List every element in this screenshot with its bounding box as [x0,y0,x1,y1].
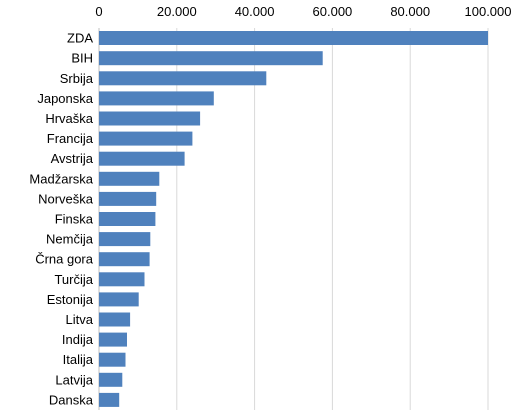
bar-hrvaška [99,111,201,126]
y-axis-category-labels: ZDA BIH Srbija Japonska Hrvaška Francija Avstr… [29,31,93,408]
category-label: Črna gora [35,252,94,267]
category-label: Turčija [54,272,93,287]
category-label: BIH [71,51,93,66]
category-label: Francija [47,131,94,146]
category-label: Nemčija [46,232,94,247]
category-label: Avstrija [51,151,94,166]
category-label: Hrvaška [45,111,93,126]
category-label: Finska [55,212,94,227]
bar-avstrija [99,151,185,166]
bar-norveška [99,191,157,206]
category-label: Danska [49,392,94,407]
bar-turčija [99,272,145,287]
x-axis-tick-labels: 0 20.000 40.000 60.000 80.000 100.000 [95,4,511,19]
bar-francija [99,131,193,146]
bar-estonija [99,292,139,307]
bar-madžarska [99,171,160,186]
bar-litva [99,312,131,327]
category-label: Norveška [38,191,94,206]
bar-črna-gora [99,252,150,267]
category-label: Estonija [47,292,94,307]
bars [99,31,488,407]
x-tick-label: 40.000 [235,4,275,19]
category-label: Japonska [37,91,93,106]
category-label: Italija [63,352,94,367]
category-label: Latvija [55,372,93,387]
x-tick-label: 80.000 [390,4,430,19]
bar-srbija [99,71,267,86]
x-tick-label: 20.000 [157,4,197,19]
bar-danska [99,392,120,407]
category-label: Indija [62,332,94,347]
category-label: Litva [66,312,94,327]
category-label: Srbija [60,71,94,86]
bar-finska [99,212,156,226]
bar-nemčija [99,232,151,247]
bar-italija [99,352,126,367]
bar-latvija [99,372,123,387]
x-tick-label: 0 [95,4,102,19]
bar-japonska [99,91,214,106]
x-tick-label: 60.000 [313,4,353,19]
bar-bih [99,51,323,66]
bar-indija [99,332,127,347]
category-label: Madžarska [29,171,93,186]
bar-zda [99,31,488,45]
category-label: ZDA [67,31,93,46]
x-tick-label: 100.000 [465,4,512,19]
